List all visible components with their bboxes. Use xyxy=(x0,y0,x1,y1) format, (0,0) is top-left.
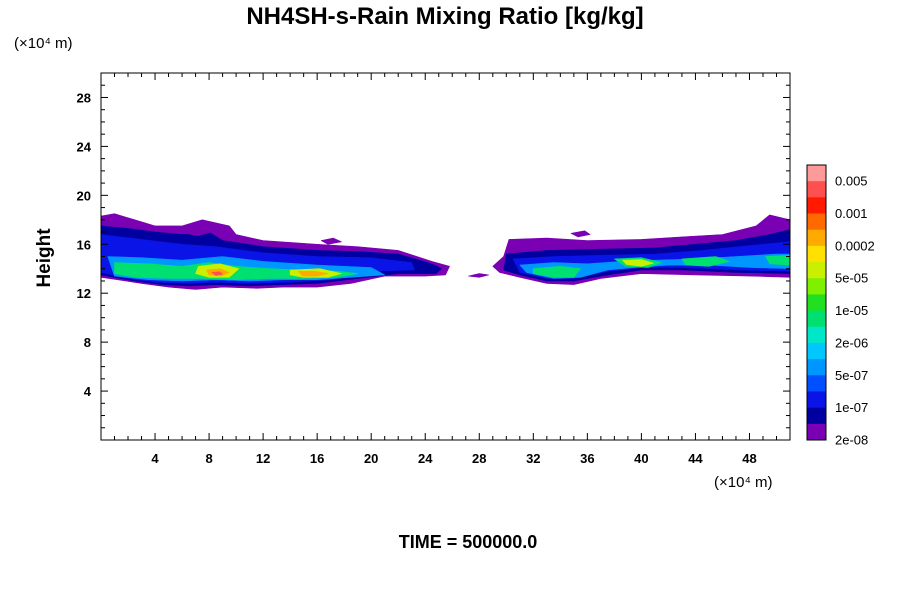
colorbar-swatch xyxy=(807,229,826,247)
colorbar-label: 5e-05 xyxy=(835,271,868,286)
x-tick-label: 4 xyxy=(151,451,159,466)
contour-band-19 xyxy=(622,259,654,267)
colorbar-label: 5e-07 xyxy=(835,368,868,383)
contour-band-22 xyxy=(570,230,591,238)
colorbar-label: 2e-06 xyxy=(835,335,868,350)
contour-band-10 xyxy=(468,273,490,278)
colorbar-label: 0.005 xyxy=(835,174,868,189)
heatmap-regions xyxy=(101,213,790,290)
x-scale-note: (×10⁴ m) xyxy=(714,474,773,491)
colorbar-swatch xyxy=(807,197,826,215)
x-tick-label: 32 xyxy=(526,451,540,466)
colorbar-frame xyxy=(806,164,827,441)
x-tick-label: 24 xyxy=(418,451,433,466)
chart-title: NH4SH-s-Rain Mixing Ratio [kg/kg] xyxy=(246,3,643,30)
y-axis-label: Height xyxy=(34,228,55,288)
colorbar-swatch xyxy=(807,165,826,182)
contour-band-18 xyxy=(765,255,790,266)
y-tick-label: 12 xyxy=(77,286,91,301)
colorbar-swatch xyxy=(807,262,826,279)
x-tick-label: 48 xyxy=(742,451,756,466)
colorbar-legend: 0.005 0.001 0.0002 5e-05 1e-05 2e-06 5e-07 1e-0… xyxy=(806,164,875,448)
y-tick-label: 4 xyxy=(84,384,92,399)
x-tick-label: 20 xyxy=(364,451,378,466)
colorbar-label: 0.0002 xyxy=(835,238,875,253)
contour-band-9 xyxy=(211,271,223,276)
colorbar-swatch xyxy=(807,391,826,409)
y-tick-label: 24 xyxy=(77,139,92,154)
colorbar-swatch xyxy=(807,359,826,376)
x-tick-label: 36 xyxy=(580,451,594,466)
colorbar-swatch xyxy=(807,213,826,231)
colorbar-swatch xyxy=(807,181,826,198)
colorbar-swatch xyxy=(807,423,826,441)
y-tick-label: 28 xyxy=(77,90,91,105)
y-tick-label: 8 xyxy=(84,335,91,350)
colorbar-label: 0.001 xyxy=(835,206,868,221)
x-tick-label: 44 xyxy=(688,451,703,466)
colorbar-label: 2e-08 xyxy=(835,433,868,448)
x-tick-label: 16 xyxy=(310,451,324,466)
contour-band-8 xyxy=(297,270,329,277)
colorbar-label: 1e-07 xyxy=(835,400,868,415)
x-tick-label: 8 xyxy=(205,451,212,466)
x-axis: 4 8 12 16 20 24 28 32 36 40 44 48 xyxy=(114,73,777,466)
contour-band-21 xyxy=(320,237,342,245)
x-tick-label: 12 xyxy=(256,451,270,466)
y-tick-label: 16 xyxy=(77,237,91,252)
contour-band-20 xyxy=(184,229,213,236)
colorbar-swatch xyxy=(807,326,826,344)
colorbar-swatch xyxy=(807,278,826,295)
x-tick-label: 28 xyxy=(472,451,486,466)
colorbar-swatch xyxy=(807,375,826,392)
y-axis: 4 8 12 16 20 24 28 xyxy=(77,84,790,429)
colorbar-swatch xyxy=(807,342,826,360)
colorbar-swatch xyxy=(807,294,826,312)
contour-band-15 xyxy=(532,265,581,278)
colorbar-swatch xyxy=(807,310,826,328)
x-tick-label: 40 xyxy=(634,451,648,466)
colorbar-label: 1e-05 xyxy=(835,303,868,318)
y-scale-note: (×10⁴ m) xyxy=(14,35,73,52)
y-tick-label: 20 xyxy=(77,188,91,203)
colorbar-swatch xyxy=(807,407,826,425)
colorbar-swatch xyxy=(807,245,826,263)
contour-band-17 xyxy=(681,256,730,267)
time-label: TIME = 500000.0 xyxy=(399,532,538,552)
